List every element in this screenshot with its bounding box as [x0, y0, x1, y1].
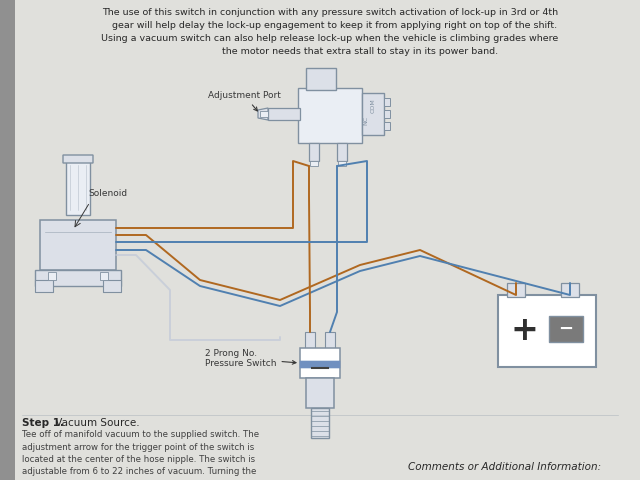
FancyBboxPatch shape: [300, 348, 340, 378]
Text: Adjustment Port: Adjustment Port: [208, 91, 281, 111]
FancyBboxPatch shape: [268, 108, 300, 120]
FancyBboxPatch shape: [338, 161, 346, 166]
Text: COM: COM: [371, 98, 376, 113]
FancyBboxPatch shape: [35, 280, 53, 292]
FancyBboxPatch shape: [15, 0, 640, 480]
FancyBboxPatch shape: [306, 68, 336, 90]
FancyBboxPatch shape: [35, 270, 121, 286]
FancyBboxPatch shape: [384, 98, 390, 106]
FancyBboxPatch shape: [306, 378, 334, 408]
Text: Comments or Additional Information:: Comments or Additional Information:: [408, 462, 602, 472]
FancyBboxPatch shape: [498, 295, 596, 367]
FancyBboxPatch shape: [311, 408, 329, 438]
FancyBboxPatch shape: [549, 316, 583, 342]
Polygon shape: [258, 108, 268, 120]
FancyBboxPatch shape: [66, 160, 90, 215]
Text: +: +: [510, 314, 538, 348]
Text: Solenoid: Solenoid: [88, 189, 127, 198]
FancyBboxPatch shape: [298, 88, 362, 143]
FancyBboxPatch shape: [48, 272, 56, 280]
FancyBboxPatch shape: [300, 360, 340, 368]
FancyBboxPatch shape: [40, 220, 116, 270]
FancyBboxPatch shape: [103, 280, 121, 292]
FancyBboxPatch shape: [384, 110, 390, 118]
FancyBboxPatch shape: [260, 111, 268, 117]
FancyBboxPatch shape: [337, 143, 347, 161]
Text: NC: NC: [364, 116, 369, 125]
Text: Tee off of manifold vacuum to the supplied switch. The
adjustment arrow for the : Tee off of manifold vacuum to the suppli…: [22, 430, 259, 477]
FancyBboxPatch shape: [362, 93, 384, 135]
FancyBboxPatch shape: [0, 0, 15, 480]
FancyBboxPatch shape: [325, 332, 335, 350]
Text: 2 Prong No.
Pressure Switch: 2 Prong No. Pressure Switch: [205, 348, 296, 368]
FancyBboxPatch shape: [384, 122, 390, 130]
Text: −: −: [559, 320, 573, 338]
FancyBboxPatch shape: [310, 161, 318, 166]
Text: The use of this switch in conjunction with any pressure switch activation of loc: The use of this switch in conjunction wi…: [101, 8, 559, 56]
Text: Step 1.: Step 1.: [22, 418, 64, 428]
FancyBboxPatch shape: [100, 272, 108, 280]
FancyBboxPatch shape: [309, 143, 319, 161]
FancyBboxPatch shape: [561, 283, 579, 297]
FancyBboxPatch shape: [305, 332, 315, 350]
FancyBboxPatch shape: [63, 155, 93, 163]
Text: Vacuum Source.: Vacuum Source.: [52, 418, 140, 428]
FancyBboxPatch shape: [507, 283, 525, 297]
